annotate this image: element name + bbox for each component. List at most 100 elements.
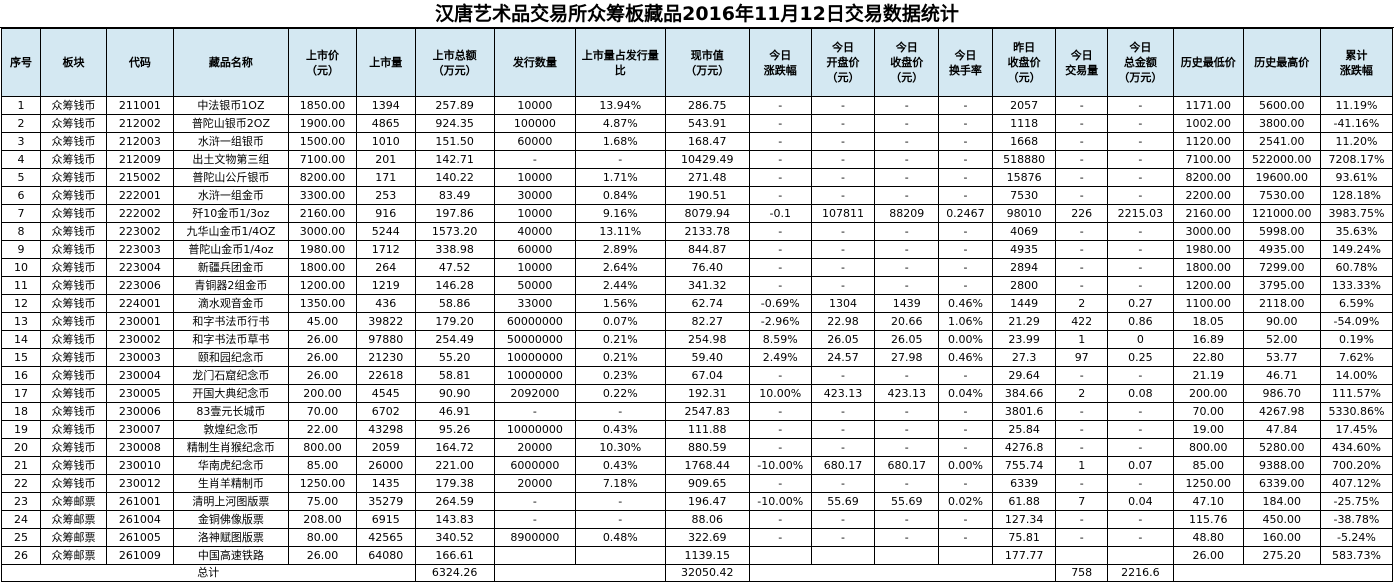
table-cell: 5244 (355, 222, 416, 241)
table-cell: 众筹钱币 (40, 330, 107, 349)
table-cell: 2215.03 (1106, 204, 1174, 223)
table-cell: 211001 (105, 96, 174, 115)
table-cell: 50000000 (493, 330, 577, 349)
table-cell: 275.20 (1242, 546, 1321, 565)
table-cell: - (748, 366, 812, 385)
table-cell: 192.31 (664, 384, 750, 403)
table-cell: 22.98 (810, 312, 876, 331)
table-cell: - (810, 420, 876, 439)
table-cell: 8200.00 (1172, 168, 1244, 187)
table-cell: 26 (0, 546, 42, 565)
table-cell: 2.44% (575, 276, 666, 295)
table-cell: - (748, 114, 812, 133)
table-cell: 10000000 (493, 348, 577, 367)
table-cell: 60.78% (1319, 258, 1394, 277)
table-cell: 55.69 (874, 492, 940, 511)
table-cell: - (938, 186, 993, 205)
table-cell: 1 (1055, 330, 1108, 349)
table-cell: 5280.00 (1242, 438, 1321, 457)
table-cell: 11.20% (1319, 132, 1394, 151)
table-cell: 680.17 (874, 456, 940, 475)
table-cell: - (810, 240, 876, 259)
table-cell: - (748, 258, 812, 277)
table-cell: 196.47 (664, 492, 750, 511)
table-cell: 众筹钱币 (40, 312, 107, 331)
table-cell: 2.64% (575, 258, 666, 277)
table-cell: 338.98 (414, 240, 495, 259)
table-cell: 0.07 (1106, 456, 1174, 475)
table-cell (493, 546, 577, 565)
table-cell: - (810, 96, 876, 115)
table-cell: - (748, 150, 812, 169)
table-cell: 83壹元长城币 (172, 402, 290, 421)
column-header: 今日 交易量 (1055, 28, 1108, 97)
table-cell: 7299.00 (1242, 258, 1321, 277)
table-cell: 224001 (105, 294, 174, 313)
table-cell: 197.86 (414, 204, 495, 223)
header-row: 序号 板块 代码 藏品名称 上市价 （元） 上市量 上市总额 （万元） 发行数量 上市量占发行量… (0, 28, 1394, 97)
table-cell: - (748, 474, 812, 493)
table-cell: - (938, 132, 993, 151)
table-cell: - (1106, 168, 1174, 187)
column-header: 历史最高价 (1242, 28, 1321, 97)
table-cell: 171 (355, 168, 416, 187)
table-row: 4 众筹钱币 212009 出土文物第三组 7100.00 201 142.71- -1042… (0, 150, 1394, 169)
table-cell: 223004 (105, 258, 174, 277)
table-cell: 24.57 (810, 348, 876, 367)
table-cell: 2 (1055, 294, 1108, 313)
table-cell: 115.76 (1172, 510, 1244, 529)
table-cell: 众筹钱币 (40, 222, 107, 241)
table-cell: 2160.00 (288, 204, 357, 223)
total-amount: 2216.6 (1106, 564, 1174, 582)
table-cell: 水浒一组银币 (172, 132, 290, 151)
table-row: 10 众筹钱币 223004 新疆兵团金币 1800.00 264 47.52 10000 2.… (0, 258, 1394, 277)
table-cell: 水浒一组金币 (172, 186, 290, 205)
table-cell: 23 (0, 492, 42, 511)
total-volume: 758 (1055, 564, 1108, 582)
table-cell: 14 (0, 330, 42, 349)
table-cell: 21 (0, 456, 42, 475)
table-cell: - (493, 510, 577, 529)
table-cell: - (874, 186, 940, 205)
table-cell: - (1106, 240, 1174, 259)
table-cell: 10000000 (493, 420, 577, 439)
table-cell: 青铜器2组金币 (172, 276, 290, 295)
table-cell: 0.22% (575, 384, 666, 403)
table-cell: 200.00 (288, 384, 357, 403)
table-cell: - (748, 510, 812, 529)
table-cell: 60000 (493, 132, 577, 151)
table-cell: 众筹邮票 (40, 528, 107, 547)
table-cell: - (1055, 96, 1108, 115)
table-cell: 众筹钱币 (40, 258, 107, 277)
table-cell: - (874, 132, 940, 151)
table-cell: 42565 (355, 528, 416, 547)
table-cell: 222002 (105, 204, 174, 223)
column-header: 藏品名称 (172, 28, 290, 97)
table-cell: 普陀山银币2OZ (172, 114, 290, 133)
table-cell: 1171.00 (1172, 96, 1244, 115)
table-cell: 2160.00 (1172, 204, 1244, 223)
table-cell: 15876 (991, 168, 1057, 187)
table-cell: - (1106, 150, 1174, 169)
table-cell: -25.75% (1319, 492, 1394, 511)
table-cell: - (938, 438, 993, 457)
table-cell: 中国高速铁路 (172, 546, 290, 565)
table-cell: 70.00 (288, 402, 357, 421)
table-cell: - (874, 168, 940, 187)
table-cell: 6915 (355, 510, 416, 529)
table-cell: 10000000 (493, 366, 577, 385)
table-cell: 众筹钱币 (40, 114, 107, 133)
table-cell: 880.59 (664, 438, 750, 457)
table-cell: 6702 (355, 402, 416, 421)
table-cell: 1250.00 (288, 474, 357, 493)
table-cell: 95.26 (414, 420, 495, 439)
table-cell: - (874, 474, 940, 493)
table-cell: 7.62% (1319, 348, 1394, 367)
table-cell: - (1055, 276, 1108, 295)
table-cell: 敦煌纪念币 (172, 420, 290, 439)
table-cell: 53.77 (1242, 348, 1321, 367)
table-cell: - (938, 258, 993, 277)
table-cell: 15 (0, 348, 42, 367)
column-header: 累计 涨跌幅 (1319, 28, 1394, 97)
table-cell: 422 (1055, 312, 1108, 331)
